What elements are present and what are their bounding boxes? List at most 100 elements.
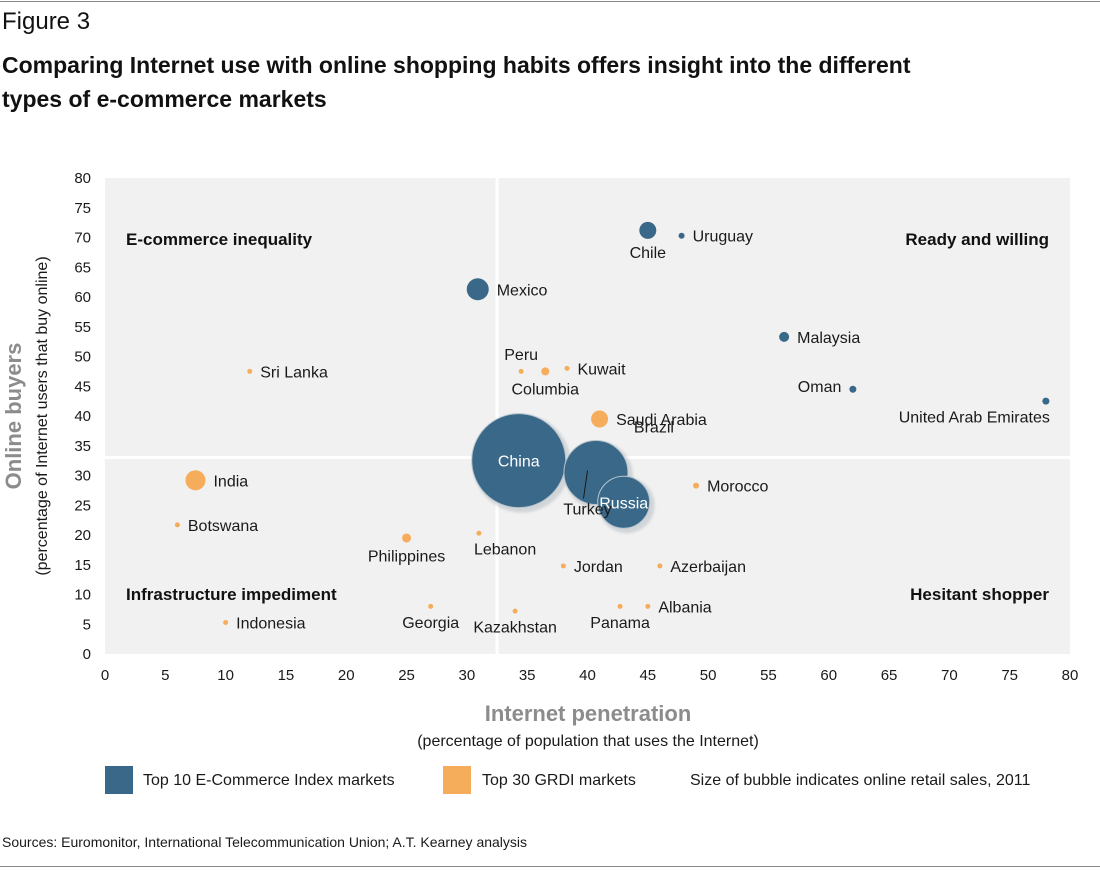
point-label-azerbaijan: Azerbaijan: [670, 559, 746, 576]
y-tick-label: 55: [74, 319, 91, 336]
bubble-kazakhstan: [512, 608, 518, 614]
point-label-botswana: Botswana: [188, 518, 258, 535]
source-note: Sources: Euromonitor, International Tele…: [2, 834, 528, 850]
bottom-rule: [0, 866, 1100, 867]
x-tick-label: 60: [820, 667, 837, 684]
point-label-kazakhstan: Kazakhstan: [473, 620, 557, 637]
x-tick-label: 50: [700, 667, 717, 684]
point-label-mexico: Mexico: [497, 282, 548, 299]
x-tick-label: 25: [398, 667, 415, 684]
y-tick-label: 45: [74, 378, 91, 395]
bubble-indonesia: [223, 619, 229, 625]
bubble-jordan: [560, 563, 566, 569]
legend-size-note: Size of bubble indicates online retail s…: [690, 772, 1031, 789]
x-tick-label: 40: [579, 667, 596, 684]
figure-label: Figure 3: [2, 8, 91, 35]
y-tick-label: 65: [74, 259, 91, 276]
quadrant-label-top-left: E-commerce inequality: [126, 230, 313, 249]
point-label-jordan: Jordan: [574, 559, 623, 576]
y-tick-label: 30: [74, 468, 91, 485]
bubble-peru: [518, 368, 524, 374]
bubble-malaysia: [779, 331, 790, 342]
bubble-morocco: [693, 482, 700, 489]
bubble-panama: [617, 603, 623, 609]
x-tick-label: 35: [519, 667, 536, 684]
quadrant-label-bottom-right: Hesitant shopper: [910, 585, 1049, 604]
quadrant-label-bottom-left: Infrastructure impediment: [126, 585, 337, 604]
x-tick-label: 5: [161, 667, 169, 684]
point-label-turkey: Turkey: [563, 502, 611, 519]
legend: Top 10 E-Commerce Index markets Top 30 G…: [0, 766, 1100, 796]
bubble-kuwait: [564, 365, 570, 371]
point-label-kuwait: Kuwait: [577, 361, 626, 378]
point-label-united-arab-emirates: United Arab Emirates: [899, 410, 1050, 427]
point-label-oman: Oman: [798, 379, 842, 396]
bubble-columbia: [541, 367, 550, 376]
legend-swatch-top10: [105, 766, 133, 794]
point-label-saudi-arabia: Saudi Arabia: [616, 412, 707, 429]
y-tick-label: 70: [74, 230, 91, 247]
point-label-peru: Peru: [504, 347, 538, 364]
point-label-columbia: Columbia: [511, 381, 579, 398]
quadrant-label-top-right: Ready and willing: [905, 230, 1049, 249]
y-axis-subtitle: (percentage of Internet users that buy o…: [34, 256, 51, 575]
point-label-philippines: Philippines: [368, 548, 445, 565]
point-label-uruguay: Uruguay: [693, 229, 753, 246]
x-tick-label: 55: [760, 667, 777, 684]
top-rule: [0, 1, 1100, 2]
x-tick-label: 10: [217, 667, 234, 684]
x-axis-title: Internet penetration: [485, 701, 692, 726]
y-tick-label: 35: [74, 438, 91, 455]
x-tick-label: 65: [881, 667, 898, 684]
point-label-albania: Albania: [658, 599, 711, 616]
point-label-indonesia: Indonesia: [236, 615, 305, 632]
y-tick-label: 60: [74, 289, 91, 306]
bubble-chile: [639, 221, 657, 239]
point-label-chile: Chile: [630, 245, 667, 262]
x-tick-label: 0: [101, 667, 109, 684]
point-label-morocco: Morocco: [707, 479, 768, 496]
point-label-sri-lanka: Sri Lanka: [260, 364, 328, 381]
bubble-united-arab-emirates: [1042, 397, 1050, 405]
bubble-saudi-arabia: [591, 410, 609, 428]
y-tick-label: 0: [83, 646, 91, 663]
legend-swatch-top30: [443, 766, 471, 794]
x-tick-label: 45: [639, 667, 656, 684]
point-label-india: India: [213, 473, 248, 490]
y-tick-label: 25: [74, 497, 91, 514]
bubble-albania: [645, 603, 651, 609]
point-label-georgia: Georgia: [402, 615, 459, 632]
bubble-botswana: [174, 522, 180, 528]
point-label-malaysia: Malaysia: [797, 330, 860, 347]
turkey-leader-line: [583, 470, 588, 499]
point-label-china: China: [498, 454, 540, 471]
bubble-georgia: [428, 603, 434, 609]
x-tick-label: 80: [1062, 667, 1079, 684]
bubble-uruguay: [678, 232, 685, 239]
y-tick-label: 50: [74, 349, 91, 366]
bubble-russia: [597, 475, 651, 529]
bubble-mexico: [466, 278, 489, 301]
y-tick-label: 75: [74, 200, 91, 217]
bubble-philippines: [402, 533, 412, 543]
bubble-chart: E-commerce inequality Ready and willing In…: [1, 170, 1079, 750]
legend-label-top30: Top 30 GRDI markets: [482, 772, 636, 789]
x-axis-subtitle: (percentage of population that uses the …: [417, 733, 759, 750]
point-label-brazil: Brazil: [634, 420, 674, 437]
y-tick-label: 10: [74, 587, 91, 604]
y-tick-label: 40: [74, 408, 91, 425]
y-tick-label: 20: [74, 527, 91, 544]
y-axis-title: Online buyers: [1, 343, 26, 490]
point-label-russia: Russia: [599, 495, 648, 512]
x-tick-label: 75: [1001, 667, 1018, 684]
y-tick-label: 80: [74, 170, 91, 187]
y-tick-label: 15: [74, 557, 91, 574]
y-tick-label: 5: [83, 616, 91, 633]
point-label-panama: Panama: [590, 615, 650, 632]
x-tick-label: 30: [459, 667, 476, 684]
legend-label-top10: Top 10 E-Commerce Index markets: [143, 772, 395, 789]
x-tick-label: 15: [278, 667, 295, 684]
plot-background: [105, 178, 1070, 654]
bubble-sri-lanka: [247, 368, 253, 374]
x-tick-label: 20: [338, 667, 355, 684]
